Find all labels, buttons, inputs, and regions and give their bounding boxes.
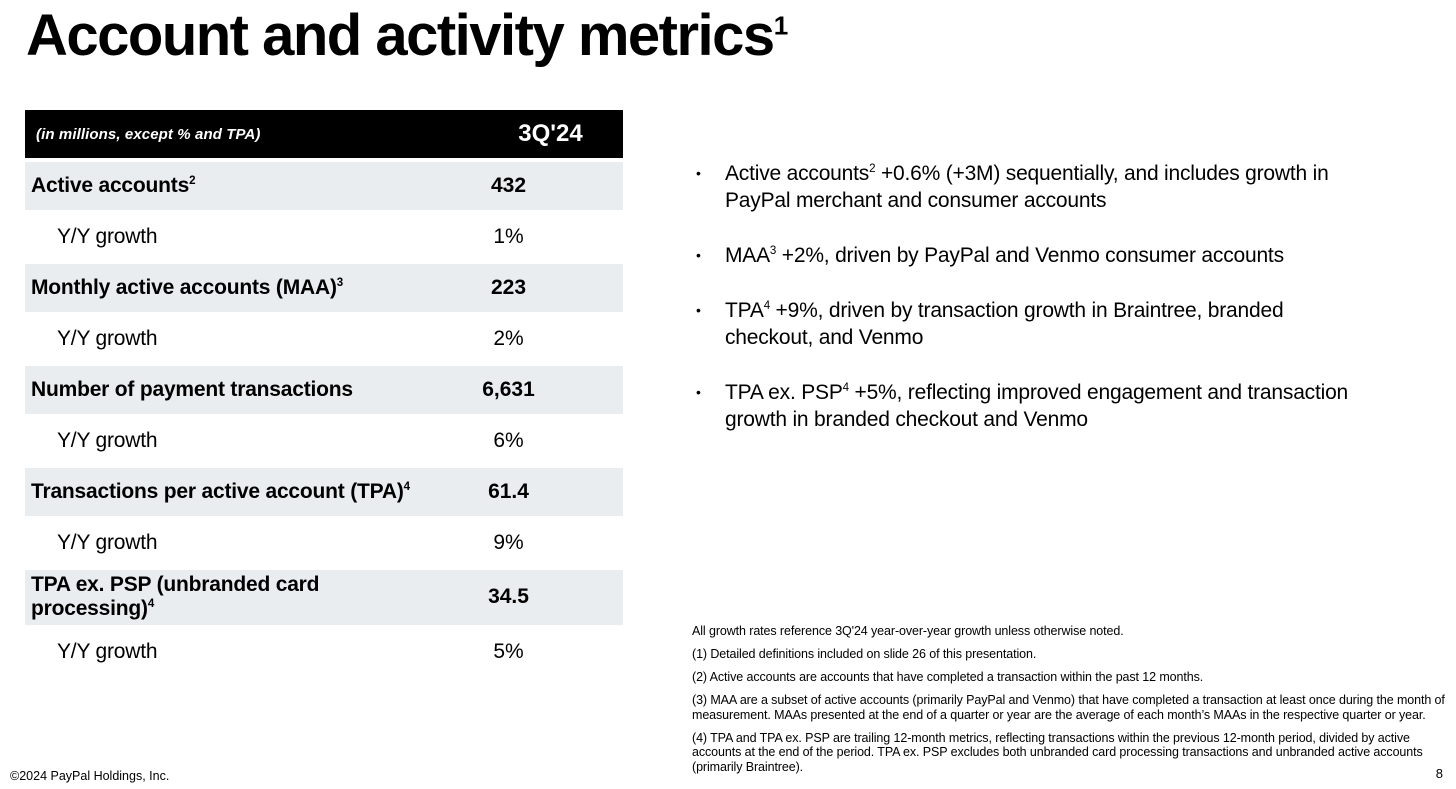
list-item: • MAA3 +2%, driven by PayPal and Venmo c… [696,242,1376,269]
metrics-table-rows: Active accounts2 432 Y/Y growth 1% Month… [25,162,623,676]
footnote: (4) TPA and TPA ex. PSP are trailing 12-… [692,730,1423,774]
table-row: Y/Y growth 5% [25,628,623,676]
metric-value: 34.5 [488,585,529,609]
table-units-label: (in millions, except % and TPA) [36,125,261,143]
metric-label: Y/Y growth [57,428,158,452]
list-item: • TPA ex. PSP4 +5%, reflecting improved … [696,379,1376,433]
footnotes: All growth rates reference 3Q'24 year-ov… [692,624,1456,783]
footnote: (2) Active accounts are accounts that ha… [692,670,1204,684]
bullet-text: MAA3 +2%, driven by PayPal and Venmo con… [725,244,1284,267]
metric-value: 2% [493,327,524,350]
bullet-text: Active accounts2 +0.6% (+3M) sequentiall… [725,162,1329,212]
bullet-icon: • [696,165,701,181]
metric-label: Number of payment transactions [31,377,353,401]
metric-label: Monthly active accounts (MAA)3 [31,275,343,299]
table-row: TPA ex. PSP (unbranded card processing)4… [25,570,623,625]
footnote: (3) MAA are a subset of active accounts … [692,693,1445,722]
table-row: Y/Y growth 9% [25,519,623,567]
metric-label: TPA ex. PSP (unbranded card processing)4 [31,573,320,621]
metric-label: Y/Y growth [57,326,158,350]
page-number: 8 [1435,766,1443,781]
footnote: All growth rates reference 3Q'24 year-ov… [692,624,1124,638]
metric-label: Y/Y growth [57,639,158,663]
metric-label: Y/Y growth [57,224,158,248]
table-row: Y/Y growth 2% [25,315,623,363]
metric-label: Active accounts2 [31,173,196,197]
metric-label: Y/Y growth [57,530,158,554]
table-row: Number of payment transactions 6,631 [25,366,623,414]
metric-value: 9% [493,531,524,554]
bullet-icon: • [696,384,701,400]
list-item: • TPA4 +9%, driven by transaction growth… [696,297,1376,351]
table-row: Y/Y growth 1% [25,213,623,261]
bullet-text: TPA ex. PSP4 +5%, reflecting improved en… [725,381,1349,431]
metric-value: 432 [490,174,527,197]
bullet-text: TPA4 +9%, driven by transaction growth i… [725,299,1284,349]
page-title-superscript: 1 [773,10,789,41]
metric-value: 6% [493,429,524,452]
metric-value: 61.4 [488,480,529,503]
footnote: (1) Detailed definitions included on sli… [692,647,1037,661]
table-row: Transactions per active account (TPA)4 6… [25,468,623,516]
table-row: Monthly active accounts (MAA)3 223 [25,264,623,312]
metric-value: 6,631 [482,378,535,401]
metric-label: Transactions per active account (TPA)4 [31,479,410,503]
list-item: • Active accounts2 +0.6% (+3M) sequentia… [696,160,1376,214]
table-row: Y/Y growth 6% [25,417,623,465]
bullet-icon: • [696,302,701,318]
table-row: Active accounts2 432 [25,162,623,210]
metric-value: 5% [493,639,524,663]
highlights-list: • Active accounts2 +0.6% (+3M) sequentia… [696,160,1376,461]
table-period-header: 3Q'24 [518,120,583,147]
page-title-text: Account and activity metrics [26,3,775,68]
page-title: Account and activity metrics1 [26,0,789,72]
bullet-icon: • [696,247,701,263]
metric-value: 1% [493,225,524,248]
copyright-note: ©2024 PayPal Holdings, Inc. [10,769,170,783]
metrics-table-header: (in millions, except % and TPA) 3Q'24 [25,110,623,158]
metrics-table: (in millions, except % and TPA) 3Q'24 Ac… [25,110,623,679]
metric-value: 223 [490,276,527,299]
